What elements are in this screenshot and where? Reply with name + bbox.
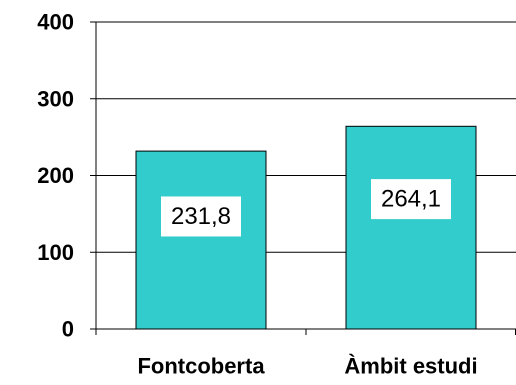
data-label: 231,8 xyxy=(171,203,231,230)
x-category-label: Fontcoberta xyxy=(137,354,265,379)
data-label: 264,1 xyxy=(381,186,441,213)
y-tick-labels: 0 100 200 300 400 xyxy=(37,10,74,342)
bar xyxy=(135,150,267,330)
y-tick-label: 100 xyxy=(37,240,74,265)
x-category-label: Àmbit estudi xyxy=(344,354,477,379)
bar xyxy=(345,125,477,330)
data-labels: 231,8 264,1 xyxy=(161,179,451,237)
x-category-labels: Fontcoberta Àmbit estudi xyxy=(137,354,477,379)
y-tick-label: 400 xyxy=(37,10,74,35)
y-tick-label: 0 xyxy=(62,317,74,342)
y-tick-label: 300 xyxy=(37,86,74,111)
data-label-box xyxy=(371,179,451,220)
data-label-box xyxy=(161,196,241,237)
y-tick-label: 200 xyxy=(37,163,74,188)
